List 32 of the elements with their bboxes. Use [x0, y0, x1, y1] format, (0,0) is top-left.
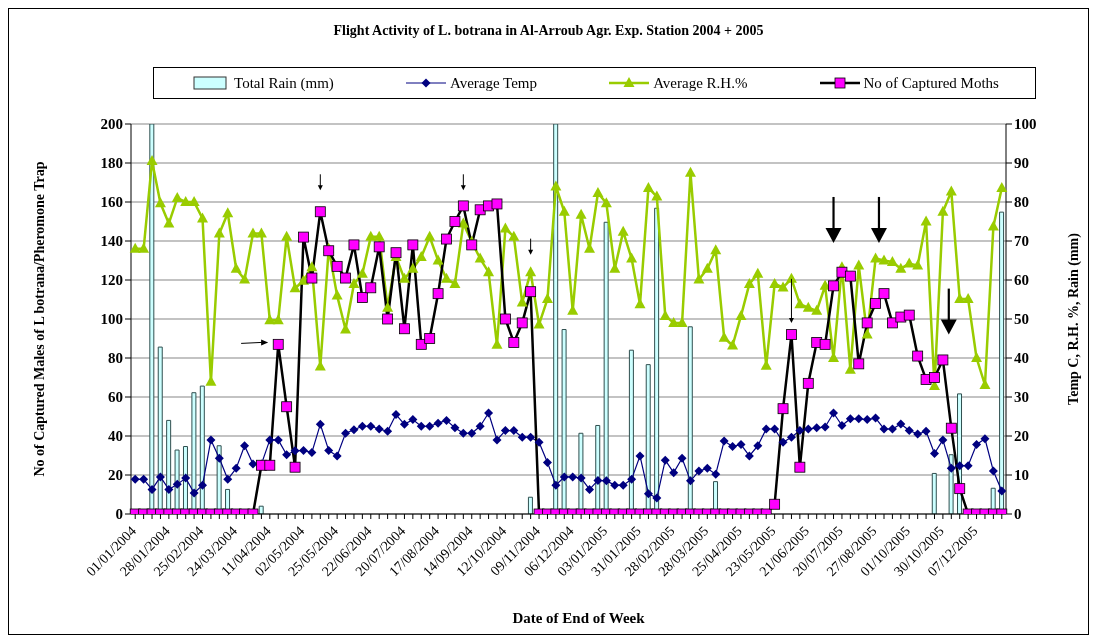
y2-tick-label: 20: [1014, 428, 1029, 445]
y2-axis-title: Temp C, R.H. %, Rain (mm): [1066, 232, 1082, 407]
x-axis-title: Date of End of Week: [511, 610, 646, 627]
y2-tick-label: 90: [1014, 155, 1029, 172]
y2-tick-label: 10: [1014, 467, 1029, 484]
y-tick-label: 80: [108, 350, 123, 367]
y-axis-title: No of Captured Males of L botrana/Pheromone Trap: [30, 160, 48, 479]
y2-tick-label: 30: [1014, 389, 1029, 406]
y2-tick-label: 80: [1014, 194, 1029, 211]
chart-title: Flight Activity of L. botrana in Al-Arroub Agr. Exp. Station 2004 + 2005: [332, 23, 765, 39]
legend-label: Average R.H.%: [653, 74, 748, 92]
y-tick-label: 140: [100, 233, 123, 250]
y-tick-label: 60: [108, 389, 123, 406]
y-tick-label: 100: [100, 311, 123, 328]
y2-tick-label: 40: [1014, 350, 1029, 367]
y2-tick-label: 60: [1014, 272, 1029, 289]
y2-tick-label: 0: [1014, 506, 1022, 523]
y-tick-label: 20: [108, 467, 123, 484]
bar: [527, 496, 533, 514]
y-tick-label: 120: [100, 272, 123, 289]
legend-label: Average Temp: [449, 74, 538, 92]
bar: [931, 472, 937, 514]
legend-label: No of Captured Moths: [863, 74, 999, 92]
y2-tick-label: 50: [1014, 311, 1029, 328]
y-tick-label: 160: [100, 194, 123, 211]
y-tick-label: 40: [108, 428, 123, 445]
y2-tick-label: 100: [1014, 116, 1037, 133]
y-tick-label: 180: [100, 155, 123, 172]
y2-tick-label: 70: [1014, 233, 1029, 250]
y-tick-label: 0: [115, 506, 123, 523]
y-tick-label: 200: [100, 116, 123, 133]
legend-label: Total Rain (mm): [234, 74, 334, 92]
